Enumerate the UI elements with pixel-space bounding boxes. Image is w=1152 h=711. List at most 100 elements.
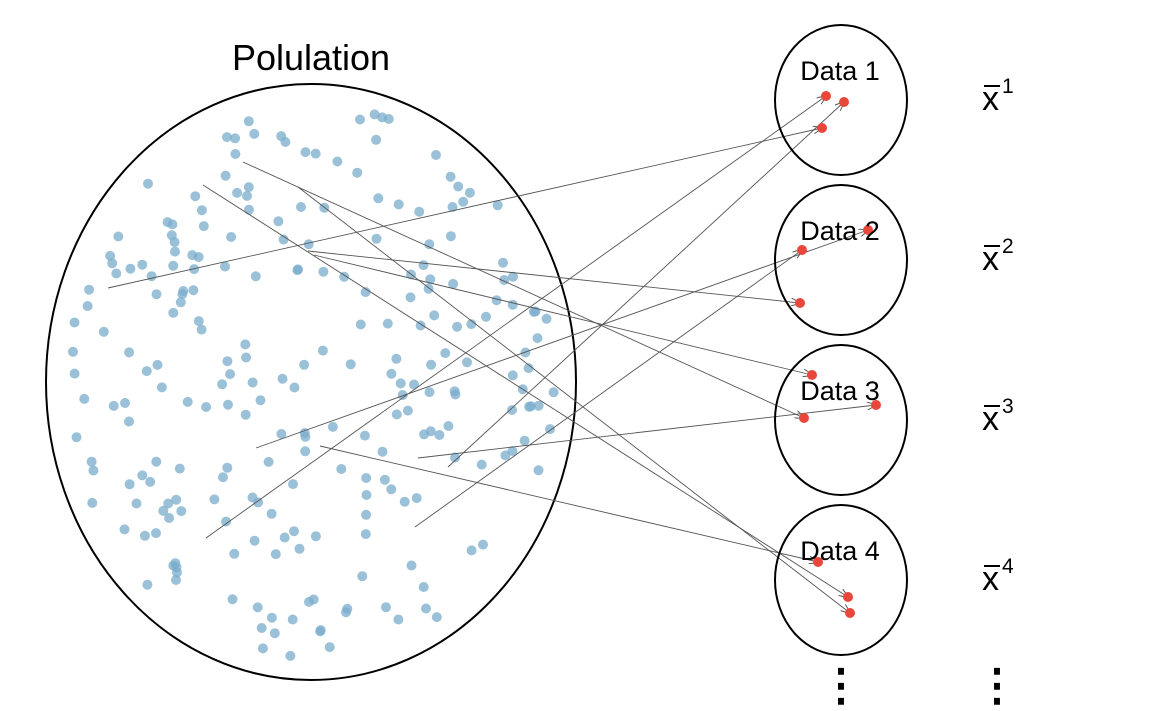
population-point	[222, 462, 233, 473]
population-point	[69, 317, 80, 328]
population-point	[443, 421, 454, 431]
population-point	[243, 182, 254, 193]
sample-label-2: Data 2	[800, 216, 880, 246]
population-point	[507, 370, 518, 381]
population-point	[220, 261, 230, 272]
population-point	[168, 260, 179, 271]
sampling-arrow	[107, 128, 822, 289]
population-point	[177, 289, 188, 300]
sampling-arrow	[242, 161, 804, 418]
population-point	[532, 333, 543, 344]
population-point	[445, 171, 456, 182]
population-point	[342, 603, 353, 614]
sampling-arrow	[447, 102, 844, 468]
population-point	[393, 199, 404, 210]
population-point	[170, 558, 181, 569]
population-point	[449, 386, 460, 397]
population-point	[315, 625, 326, 636]
mean-superscript-1: 1	[1002, 75, 1014, 98]
population-point	[519, 435, 530, 446]
population-point	[71, 432, 82, 443]
population-point	[171, 494, 182, 505]
population-point	[324, 642, 335, 653]
population-point	[86, 456, 97, 467]
population-point	[405, 292, 416, 303]
population-point	[379, 474, 390, 485]
mean-symbol-3: x	[982, 400, 999, 438]
population-point	[293, 264, 303, 275]
population-point	[217, 379, 228, 390]
population-point	[419, 429, 430, 440]
population-point	[373, 193, 384, 204]
sampling-arrow	[319, 445, 818, 562]
sample-point-data-2	[795, 298, 805, 308]
population-ellipse	[45, 83, 577, 681]
population-point	[523, 363, 534, 374]
population-point	[393, 614, 404, 625]
population-point	[498, 257, 508, 268]
population-point	[386, 368, 397, 379]
population-point	[300, 147, 311, 158]
population-point	[447, 202, 458, 212]
population-point	[232, 187, 243, 198]
population-point	[222, 132, 232, 143]
sample-ellipse-3	[774, 344, 908, 496]
mean-superscript-3: 3	[1002, 395, 1014, 418]
population-point	[310, 531, 321, 542]
population-point	[500, 450, 511, 461]
population-point	[222, 356, 233, 367]
population-point	[152, 359, 163, 370]
population-point	[139, 530, 150, 541]
population-point	[308, 594, 319, 605]
population-point	[395, 378, 406, 389]
sampling-arrow	[205, 96, 826, 539]
population-point	[225, 369, 236, 380]
population-point	[371, 134, 382, 145]
population-point	[466, 545, 477, 556]
population-point	[445, 231, 456, 242]
population-point	[327, 421, 338, 432]
sampling-arrow	[255, 230, 868, 449]
population-point	[229, 548, 240, 559]
sampling-arrow	[297, 186, 850, 613]
population-point	[187, 250, 198, 261]
population-point	[336, 464, 347, 474]
population-point	[352, 167, 363, 178]
sample-mean-1: x 1	[982, 75, 1014, 118]
population-point	[418, 260, 429, 271]
population-point	[227, 594, 238, 605]
population-point	[105, 250, 116, 261]
population-point	[151, 289, 162, 300]
mean-symbol-1: x	[982, 80, 999, 118]
population-point	[69, 368, 80, 379]
sample-point-data-1	[839, 97, 849, 107]
population-point	[162, 217, 173, 228]
population-point	[196, 205, 207, 216]
population-point	[125, 263, 136, 274]
population-point	[182, 396, 193, 407]
sample-point-data-1	[821, 91, 831, 101]
population-points	[68, 109, 559, 661]
population-point	[226, 232, 237, 242]
population-point	[176, 506, 187, 517]
population-point	[131, 498, 142, 509]
continuation-dots-samples: ⋮	[819, 661, 863, 710]
sample-point-data-3	[807, 370, 817, 380]
population-point	[545, 424, 555, 435]
population-point	[175, 297, 186, 308]
population-point	[263, 456, 274, 467]
population-point	[360, 287, 371, 298]
population-point	[255, 395, 266, 406]
population-point	[68, 346, 78, 357]
population-point	[541, 313, 552, 324]
population-point	[240, 409, 251, 420]
population-point	[296, 202, 306, 212]
population-point	[317, 345, 328, 356]
sampling-arrow	[417, 405, 876, 459]
population-point	[369, 109, 380, 120]
population-point	[355, 319, 366, 330]
population-point	[462, 357, 472, 368]
population-point	[287, 614, 298, 625]
sample-point-data-4	[843, 592, 853, 602]
